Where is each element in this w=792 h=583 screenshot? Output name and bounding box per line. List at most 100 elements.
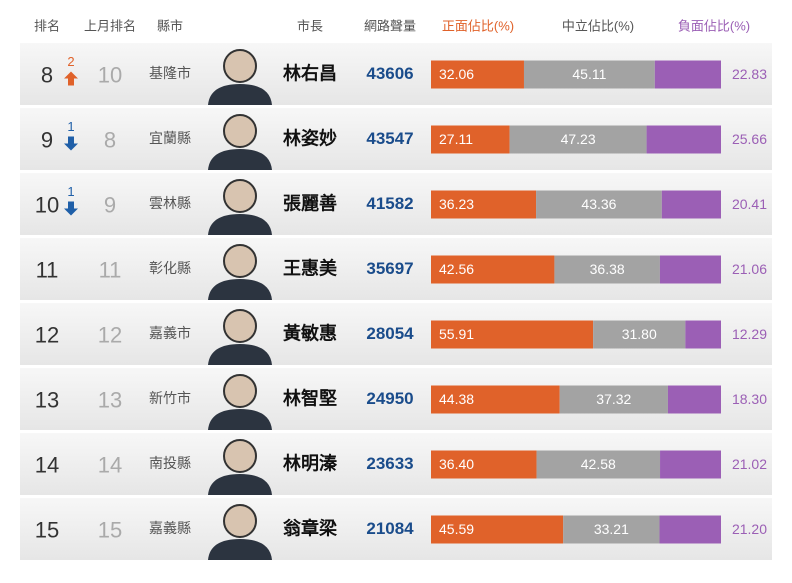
neutral-label: 43.36: [581, 196, 616, 212]
positive-label: 36.23: [439, 196, 474, 212]
county: 彰化縣: [149, 260, 191, 276]
neutral-bar: [523, 60, 655, 89]
negative-bar: [685, 320, 721, 349]
photo-head: [223, 439, 257, 473]
rank: 13: [35, 387, 59, 412]
header-label: 上月排名: [84, 18, 136, 33]
positive-bar: [431, 125, 510, 154]
positive-label: 27.11: [439, 131, 473, 147]
positive-label: 36.40: [439, 456, 474, 472]
last-rank: 12: [98, 322, 122, 347]
county: 基隆市: [149, 65, 191, 81]
county: 雲林縣: [149, 195, 191, 211]
photo-head: [223, 114, 257, 148]
neutral-bar: [563, 515, 660, 544]
header-label: 中立佔比(%): [562, 18, 634, 33]
photo-body: [208, 344, 272, 365]
photo-body: [208, 279, 272, 300]
volume: 23633: [366, 454, 413, 473]
neutral-label: 36.38: [590, 261, 625, 277]
photo-head: [223, 309, 257, 343]
neutral-label: 37.32: [596, 391, 631, 407]
photo-body: [208, 539, 272, 560]
last-rank: 9: [104, 192, 116, 217]
rank: 15: [35, 517, 59, 542]
volume: 43547: [366, 129, 413, 148]
volume: 24950: [366, 389, 413, 408]
neutral-label: 47.23: [561, 131, 596, 147]
photo-head: [223, 504, 257, 538]
negative-bar: [659, 515, 721, 544]
neutral-label: 31.80: [622, 326, 657, 342]
positive-bar: [431, 255, 555, 284]
neutral-bar: [559, 385, 668, 414]
positive-bar: [431, 190, 537, 219]
negative-bar: [660, 450, 721, 479]
mayor-name: 林姿妙: [283, 127, 337, 148]
rank-change: 1: [67, 184, 74, 199]
negative-label: 22.83: [732, 66, 767, 82]
county: 嘉義縣: [149, 520, 191, 536]
rank: 11: [36, 257, 59, 282]
negative-bar: [661, 190, 721, 219]
change-arrow: [64, 71, 78, 86]
photo-head: [223, 49, 257, 83]
positive-label: 32.06: [439, 66, 474, 82]
rank: 14: [35, 452, 59, 477]
mayor-name: 王惠美: [283, 257, 337, 278]
volume: 41582: [366, 194, 413, 213]
county: 嘉義市: [149, 325, 191, 341]
header-label: 網路聲量: [364, 18, 416, 33]
negative-bar: [646, 125, 721, 154]
positive-label: 45.59: [439, 521, 474, 537]
header-label: 排名: [34, 18, 60, 33]
rank-change: 2: [67, 54, 74, 69]
positive-bar: [431, 385, 560, 414]
neutral-bar: [554, 255, 660, 284]
header-label: 負面佔比(%): [678, 18, 750, 33]
negative-label: 20.41: [732, 196, 767, 212]
photo-body: [208, 84, 272, 105]
negative-bar: [659, 255, 721, 284]
mayor-name: 林明溱: [283, 452, 338, 473]
neutral-bar: [536, 190, 662, 219]
header-label: 縣市: [157, 18, 183, 33]
last-rank: 8: [104, 127, 116, 152]
volume: 21084: [366, 519, 414, 538]
mayor-name: 張麗善: [283, 192, 337, 213]
rank-change: 1: [67, 119, 74, 134]
positive-bar: [431, 515, 564, 544]
volume: 35697: [366, 259, 413, 278]
county: 宜蘭縣: [149, 130, 191, 146]
header-label: 正面佔比(%): [442, 18, 514, 33]
neutral-label: 45.11: [572, 66, 606, 82]
neutral-bar: [593, 320, 686, 349]
negative-bar: [667, 385, 721, 414]
neutral-label: 33.21: [594, 521, 629, 537]
negative-label: 21.02: [732, 456, 767, 472]
positive-label: 42.56: [439, 261, 474, 277]
negative-label: 12.29: [732, 326, 767, 342]
county: 新竹市: [149, 390, 191, 406]
rank: 8: [41, 62, 53, 87]
change-arrow: [64, 201, 78, 216]
last-rank: 15: [98, 517, 122, 542]
neutral-bar: [509, 125, 647, 154]
positive-label: 55.91: [439, 326, 474, 342]
neutral-bar: [536, 450, 661, 479]
county: 南投縣: [149, 455, 191, 471]
negative-label: 25.66: [732, 131, 767, 147]
mayor-name: 黃敏惠: [282, 322, 337, 343]
photo-body: [208, 214, 272, 235]
neutral-label: 42.58: [581, 456, 616, 472]
mayor-name: 林智堅: [283, 387, 337, 408]
volume: 43606: [366, 64, 413, 83]
negative-label: 21.06: [732, 261, 767, 277]
last-rank: 14: [98, 452, 122, 477]
positive-bar: [431, 320, 594, 349]
photo-body: [208, 409, 272, 430]
negative-label: 21.20: [732, 521, 767, 537]
rank: 9: [41, 127, 53, 152]
mayor-name: 林右昌: [283, 62, 337, 83]
positive-bar: [431, 450, 537, 479]
